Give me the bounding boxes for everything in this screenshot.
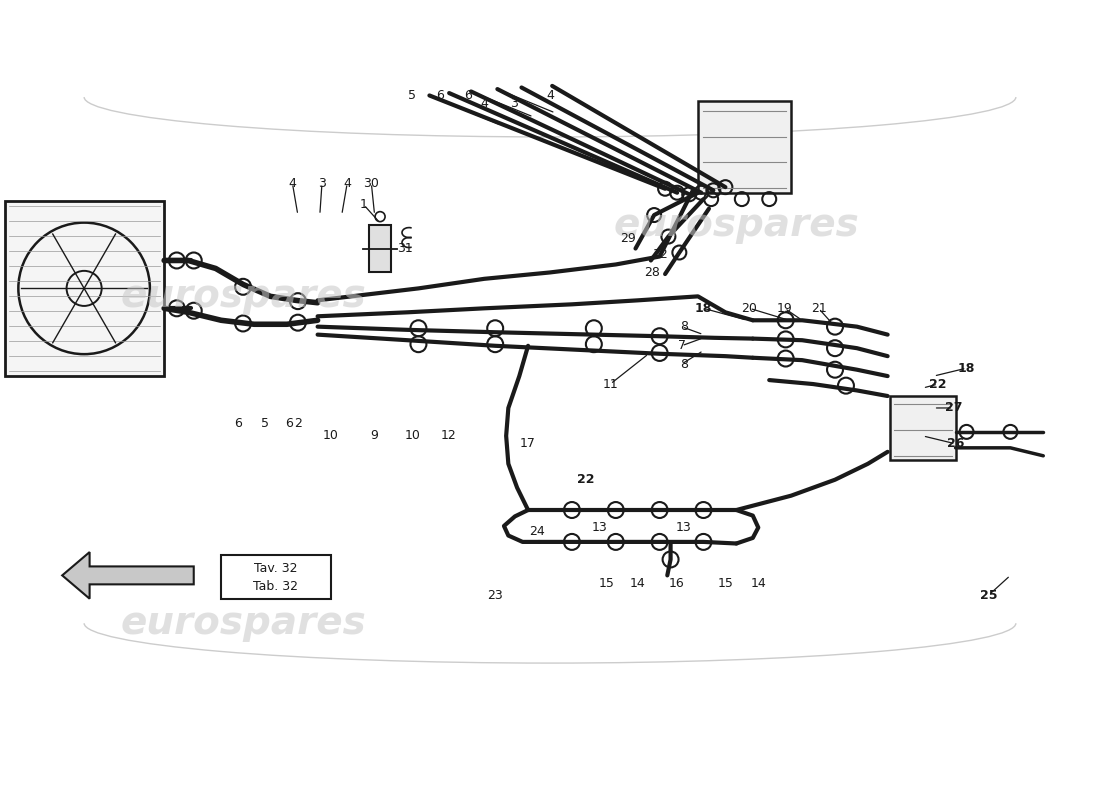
Text: 4: 4 [481,97,488,110]
Text: 19: 19 [777,302,792,315]
Text: 15: 15 [717,577,734,590]
Text: 32: 32 [651,249,668,262]
Text: 4: 4 [288,177,296,190]
Text: Tav. 32: Tav. 32 [254,562,298,575]
Text: 5: 5 [261,418,270,430]
Text: 12: 12 [440,430,455,442]
Text: 28: 28 [644,266,660,279]
Text: 26: 26 [947,438,965,450]
Text: 30: 30 [363,177,379,190]
Bar [221,555,331,599]
Text: 14: 14 [750,577,766,590]
Text: 1: 1 [360,198,367,211]
Text: 18: 18 [958,362,976,374]
Text: Tab. 32: Tab. 32 [253,580,298,593]
Bar [4,201,164,376]
Text: 3: 3 [318,177,326,190]
Text: 6: 6 [285,418,293,430]
Text: 15: 15 [600,577,615,590]
Text: 22: 22 [930,378,947,390]
Text: 31: 31 [397,242,414,255]
Text: 17: 17 [520,438,536,450]
Text: 6: 6 [233,418,242,430]
Text: 8: 8 [680,358,688,370]
Text: 5: 5 [408,89,416,102]
Text: 27: 27 [945,402,962,414]
Text: 24: 24 [529,525,544,538]
Text: 13: 13 [592,521,607,534]
Text: 3: 3 [510,97,518,110]
Text: 23: 23 [487,589,503,602]
Bar [370,225,392,273]
Bar [890,396,956,460]
Text: 20: 20 [741,302,758,315]
Bar [698,101,791,193]
Text: 8: 8 [680,320,688,333]
Text: 13: 13 [675,521,692,534]
Text: 9: 9 [371,430,378,442]
Text: 11: 11 [603,378,618,390]
Text: 10: 10 [405,430,421,442]
Text: eurospares: eurospares [120,278,366,315]
Text: 4: 4 [343,177,351,190]
Text: 22: 22 [578,474,595,486]
Text: eurospares: eurospares [614,206,859,244]
Text: 6: 6 [464,89,472,102]
Text: 2: 2 [294,418,301,430]
Text: 16: 16 [668,577,684,590]
Text: eurospares: eurospares [120,604,366,642]
Text: 25: 25 [980,589,998,602]
FancyArrow shape [63,552,194,598]
Text: 4: 4 [546,89,554,102]
Text: 21: 21 [811,302,826,315]
Text: 14: 14 [630,577,646,590]
Text: 6: 6 [437,89,444,102]
Text: 29: 29 [620,233,636,246]
Text: 7: 7 [678,339,685,352]
Text: 10: 10 [322,430,339,442]
Text: 18: 18 [695,302,712,315]
